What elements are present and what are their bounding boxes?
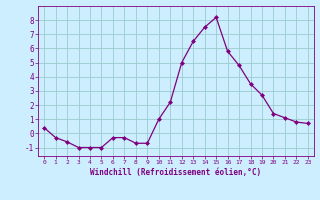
X-axis label: Windchill (Refroidissement éolien,°C): Windchill (Refroidissement éolien,°C): [91, 168, 261, 177]
